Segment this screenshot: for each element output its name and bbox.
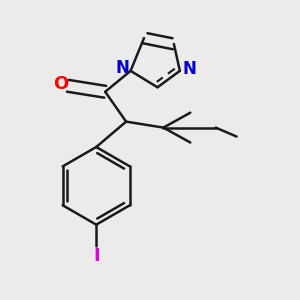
Text: N: N (182, 60, 197, 78)
Text: O: O (53, 75, 68, 93)
Text: N: N (115, 59, 129, 77)
Text: I: I (93, 247, 100, 265)
